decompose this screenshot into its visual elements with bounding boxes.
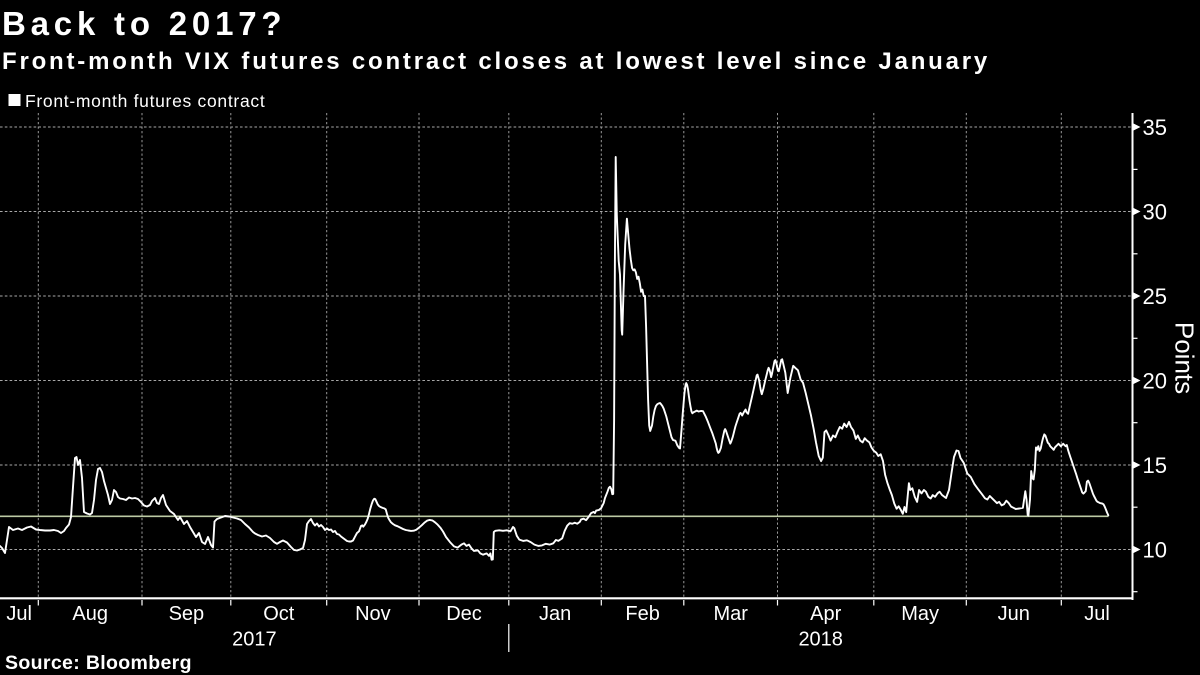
svg-text:Jun: Jun (998, 603, 1030, 625)
svg-text:Jul: Jul (6, 603, 32, 625)
svg-text:Jul: Jul (1084, 603, 1110, 625)
svg-text:30: 30 (1143, 200, 1167, 225)
svg-text:10: 10 (1143, 538, 1167, 563)
svg-text:Oct: Oct (263, 603, 295, 625)
svg-text:Feb: Feb (625, 603, 659, 625)
svg-text:May: May (901, 603, 939, 625)
svg-text:35: 35 (1143, 115, 1167, 140)
svg-text:Jan: Jan (539, 603, 571, 625)
svg-text:Mar: Mar (713, 603, 748, 625)
svg-text:25: 25 (1143, 284, 1167, 309)
svg-text:Dec: Dec (446, 603, 482, 625)
svg-text:Source: Bloomberg: Source: Bloomberg (5, 652, 192, 674)
svg-text:Points: Points (1170, 322, 1200, 394)
svg-text:Aug: Aug (72, 603, 108, 625)
svg-text:20: 20 (1143, 369, 1167, 394)
svg-text:Nov: Nov (355, 603, 391, 625)
svg-text:Back to 2017?: Back to 2017? (2, 5, 286, 42)
svg-text:Apr: Apr (810, 603, 841, 625)
svg-text:Sep: Sep (169, 603, 205, 625)
svg-text:Front-month VIX futures contra: Front-month VIX futures contract closes … (2, 48, 990, 75)
svg-text:Front-month futures contract: Front-month futures contract (25, 91, 265, 111)
svg-text:2017: 2017 (232, 629, 277, 651)
svg-text:15: 15 (1143, 453, 1167, 478)
svg-text:2018: 2018 (798, 629, 843, 651)
